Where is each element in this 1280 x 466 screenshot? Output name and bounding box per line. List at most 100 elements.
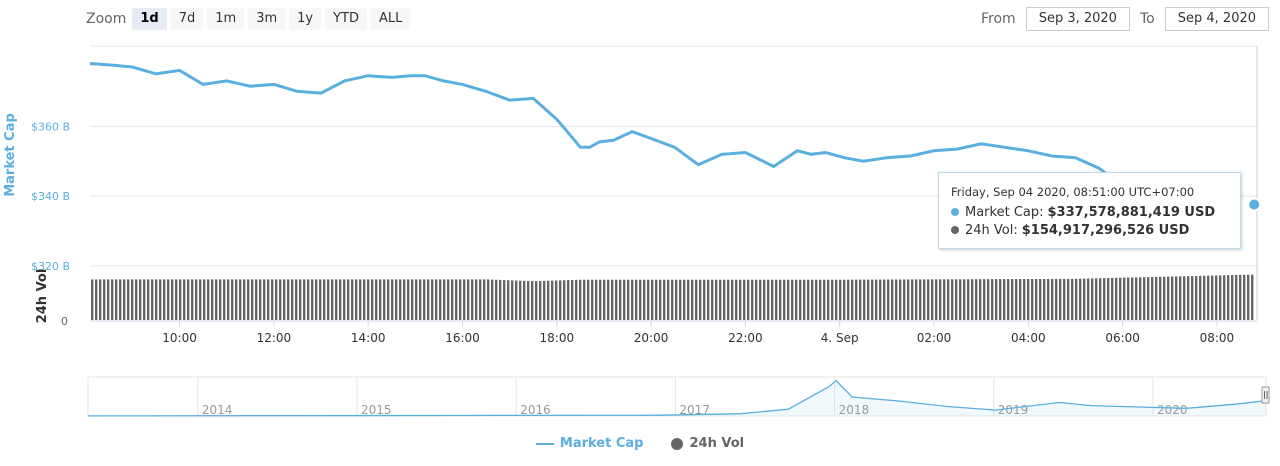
volume-bar <box>859 279 862 320</box>
volume-bar <box>455 279 458 320</box>
volume-bar <box>731 279 734 320</box>
x-tick-label: 12:00 <box>257 331 292 345</box>
volume-bar <box>459 279 462 320</box>
volume-bar <box>867 279 870 320</box>
zoom-button-3m[interactable]: 3m <box>248 8 286 30</box>
volume-bar <box>979 279 982 320</box>
zoom-button-1m[interactable]: 1m <box>207 8 245 30</box>
navigator[interactable]: 2014201520162017201820192020 <box>87 376 1270 417</box>
volume-bar <box>1031 278 1034 320</box>
y-tick-label: $340 B <box>31 190 70 203</box>
market-cap-legend-icon <box>535 442 554 445</box>
volume-bar <box>467 279 470 320</box>
volume-bar <box>271 279 274 320</box>
to-date-input[interactable]: Sep 4, 2020 <box>1164 7 1270 31</box>
from-date-input[interactable]: Sep 3, 2020 <box>1025 7 1130 31</box>
volume-bar <box>1059 278 1062 320</box>
volume-bar <box>351 279 354 320</box>
volume-bar <box>175 279 178 320</box>
volume-bar <box>683 279 686 320</box>
volume-bar <box>843 279 846 320</box>
zoom-button-7d[interactable]: 7d <box>170 8 204 30</box>
volume-bar <box>103 279 106 320</box>
tooltip-volume-label: 24h Vol: <box>965 222 1018 238</box>
volume-bar <box>199 279 202 320</box>
legend-volume[interactable]: 24h Vol <box>671 436 744 451</box>
volume-bar <box>267 279 270 320</box>
volume-bar <box>339 279 342 320</box>
navigator-handle <box>1261 386 1270 404</box>
zoom-label: Zoom <box>86 11 127 27</box>
volume-bar <box>875 279 878 320</box>
navigator-tick-label: 2015 <box>361 403 392 417</box>
volume-bar <box>959 279 962 320</box>
volume-bar <box>1039 278 1042 320</box>
volume-bar <box>1139 277 1142 320</box>
volume-bar <box>851 279 854 320</box>
volume-bar <box>327 279 330 320</box>
volume-bar <box>559 280 562 320</box>
legend-market-cap[interactable]: Market Cap <box>535 436 643 451</box>
volume-bar <box>719 279 722 320</box>
volume-bar <box>587 279 590 320</box>
volume-bar <box>179 279 182 320</box>
volume-bar <box>691 279 694 320</box>
volume-bar <box>1035 278 1038 320</box>
volume-bar <box>527 280 530 320</box>
volume-bar <box>91 279 94 320</box>
navigator-line <box>87 379 1267 417</box>
volume-bar <box>847 279 850 320</box>
volume-bar <box>723 279 726 320</box>
volume-bar <box>279 279 282 320</box>
volume-bar <box>907 279 910 320</box>
volume-bar <box>1163 276 1166 320</box>
tooltip-volume-row: 24h Vol: $154,917,296,526 USD <box>951 221 1228 239</box>
x-axis: 10:00 12:00 14:00 16:00 18:00 20:00 22:00 4. Se… <box>162 321 1234 345</box>
volume-bar <box>799 279 802 320</box>
volume-bar <box>443 279 446 320</box>
zoom-button-1d[interactable]: 1d <box>132 8 167 30</box>
x-tick-label: 18:00 <box>540 331 575 345</box>
volume-bar <box>463 279 466 320</box>
volume-bar <box>451 279 454 320</box>
volume-bar <box>211 279 214 320</box>
volume-bar <box>1151 277 1154 320</box>
volume-bar <box>275 279 278 320</box>
volume-bar <box>1155 276 1158 320</box>
zoom-button-ytd[interactable]: YTD <box>325 8 367 30</box>
volume-bar <box>835 279 838 320</box>
volume-bar <box>699 279 702 320</box>
zoom-button-1y[interactable]: 1y <box>289 8 322 30</box>
volume-bar <box>195 279 198 320</box>
volume-bar <box>191 279 194 320</box>
volume-bar <box>531 281 534 320</box>
legend: Market Cap 24h Vol <box>0 436 1280 451</box>
volume-bar <box>1195 275 1198 320</box>
volume-bar <box>1215 275 1218 320</box>
volume-bar <box>1183 276 1186 320</box>
navigator-tick-label: 2017 <box>679 403 710 417</box>
x-tick-label: 20:00 <box>634 331 669 345</box>
volume-bar <box>563 280 566 320</box>
volume-bar <box>1167 276 1170 320</box>
navigator-tick-label: 2014 <box>202 403 233 417</box>
volume-bar <box>1191 276 1194 320</box>
volume-bar <box>711 279 714 320</box>
volume-bar <box>1171 276 1174 320</box>
volume-bar <box>311 279 314 320</box>
volume-bar <box>631 279 634 320</box>
volume-bar <box>1047 278 1050 320</box>
x-tick-label: 14:00 <box>351 331 386 345</box>
volume-bar <box>135 279 138 320</box>
volume-bar <box>315 279 318 320</box>
volume-bar <box>303 279 306 320</box>
volume-bar <box>251 279 254 320</box>
zoom-button-all[interactable]: ALL <box>371 8 411 30</box>
volume-bar <box>927 279 930 320</box>
volume-bar <box>1111 277 1114 320</box>
volume-bar <box>1207 275 1210 320</box>
volume-bar <box>1199 275 1202 320</box>
volume-bar <box>1123 277 1126 320</box>
volume-bar <box>783 279 786 320</box>
